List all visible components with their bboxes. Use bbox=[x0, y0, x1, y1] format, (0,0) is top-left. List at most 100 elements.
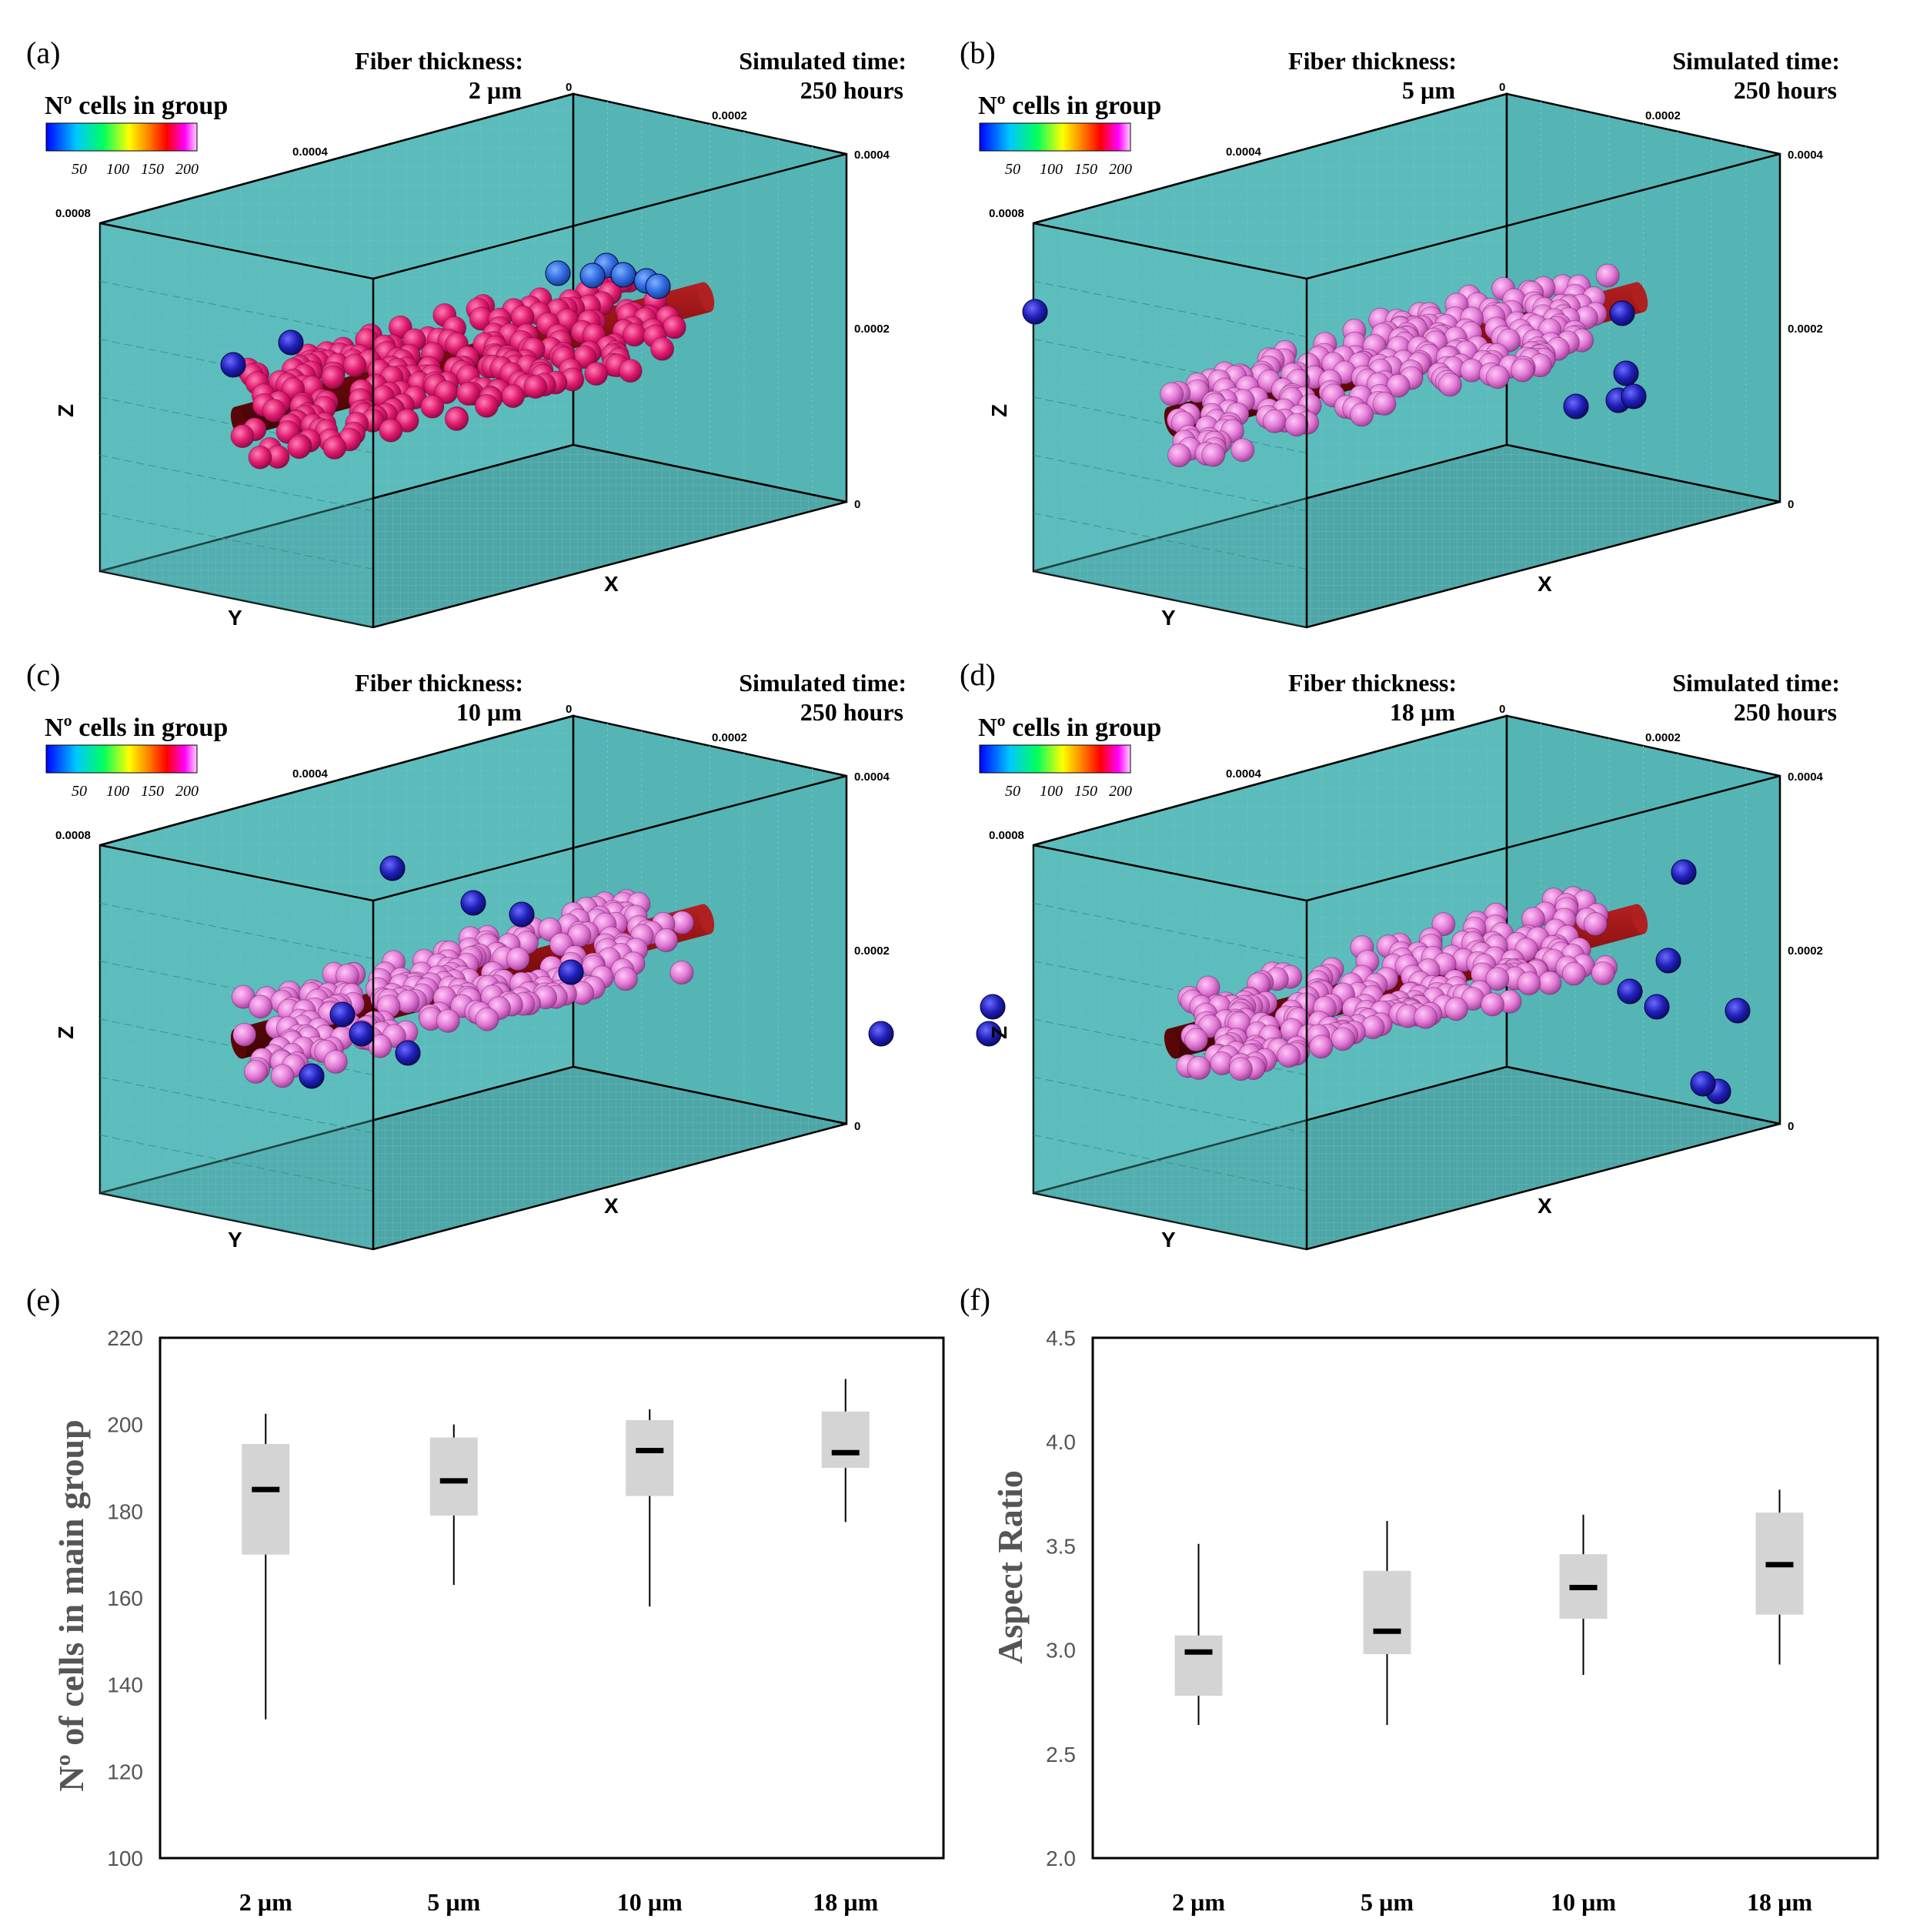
x-axis-label: X bbox=[1538, 1194, 1552, 1218]
box-0 bbox=[242, 1413, 290, 1720]
plot-frame bbox=[1091, 1336, 1879, 1860]
z-axis-label: Z bbox=[987, 1026, 1011, 1039]
cell-cluster bbox=[1160, 263, 1620, 468]
box-2 bbox=[1559, 1514, 1608, 1676]
outlier-cells bbox=[868, 859, 1751, 1105]
y-axis-label: Y bbox=[1161, 606, 1176, 630]
top-tick-label: 0.0004 bbox=[292, 145, 329, 159]
box-floor bbox=[99, 443, 847, 629]
cell-cluster bbox=[1176, 886, 1618, 1081]
legend-tick: 50 bbox=[1005, 161, 1020, 178]
fiber-thickness-value: 5 µm bbox=[1402, 76, 1455, 104]
legend-tick: 100 bbox=[106, 161, 129, 178]
legend-tick: 150 bbox=[141, 161, 164, 178]
y-tick-label: 4.0 bbox=[1046, 1430, 1076, 1454]
legend-tick: 200 bbox=[175, 161, 199, 178]
x-axis-label: X bbox=[1538, 572, 1552, 596]
panel-letter: (a) bbox=[26, 35, 60, 70]
simulated-time-label: Simulated time: bbox=[1672, 669, 1840, 697]
top-tick-label: 0.0008 bbox=[55, 207, 91, 220]
simulated-time-label: Simulated time: bbox=[739, 669, 907, 697]
y-tick-label: 2.0 bbox=[1046, 1847, 1076, 1870]
color-legend: Nº cells in group 50 100 150 200 bbox=[45, 714, 228, 800]
box-iqr bbox=[821, 1411, 870, 1468]
x-tick-label: 18 µm bbox=[1747, 1888, 1812, 1916]
top-tick-label: 0.0008 bbox=[989, 829, 1024, 842]
plot-frame bbox=[159, 1336, 945, 1860]
box-floor bbox=[1033, 1065, 1781, 1251]
legend-title: Nº cells in group bbox=[45, 92, 228, 120]
y-tick-label: 3.5 bbox=[1046, 1534, 1076, 1558]
box-1 bbox=[1363, 1520, 1411, 1725]
top-tick-label: 0.0002 bbox=[712, 109, 747, 122]
right-tick-label: 0.0004 bbox=[854, 149, 890, 162]
y-tick-label: 160 bbox=[107, 1586, 143, 1610]
x-tick-label: 2 µm bbox=[239, 1888, 292, 1916]
top-tick-label: 0.0002 bbox=[1645, 109, 1681, 122]
legend-tick: 100 bbox=[1040, 783, 1063, 800]
right-tick-label: 0.0002 bbox=[1788, 323, 1823, 336]
top-tick-label: 0 bbox=[566, 81, 572, 94]
x-tick-label: 10 µm bbox=[1551, 1888, 1616, 1916]
outlier-cells bbox=[220, 252, 671, 378]
top-tick-label: 0 bbox=[566, 703, 572, 716]
fiber-thickness-label: Fiber thickness: bbox=[355, 47, 523, 75]
top-tick-label: 0.0008 bbox=[55, 829, 91, 842]
y-tick-label: 140 bbox=[107, 1673, 143, 1697]
top-tick-label: 0.0002 bbox=[1645, 731, 1681, 744]
y-tick-label: 3.0 bbox=[1046, 1639, 1076, 1663]
chart-e: (e) 100 120 140 160 180 200 220 2 µm 5 µm 10 µm 18 … bbox=[26, 1282, 945, 1916]
top-tick-label: 0 bbox=[1499, 703, 1505, 716]
legend-tick: 100 bbox=[106, 783, 129, 800]
box-plot-charts: (e) 100 120 140 160 180 200 220 2 µm 5 µm 10 µm 18 … bbox=[26, 1282, 1879, 1916]
box-iqr bbox=[626, 1420, 674, 1496]
box-iqr bbox=[1174, 1635, 1223, 1696]
x-tick-label: 2 µm bbox=[1172, 1888, 1225, 1916]
top-tick-label: 0.0008 bbox=[989, 207, 1024, 220]
box-3 bbox=[1755, 1489, 1804, 1665]
color-legend: Nº cells in group 50 100 150 200 bbox=[45, 92, 228, 178]
panel-letter: (b) bbox=[960, 35, 996, 70]
top-tick-label: 0.0004 bbox=[292, 767, 329, 780]
legend-tick: 200 bbox=[1109, 161, 1132, 178]
outlier-cells bbox=[1022, 299, 1647, 419]
box-floor bbox=[1033, 443, 1781, 629]
legend-tick: 50 bbox=[1005, 783, 1020, 800]
right-tick-label: 0.0004 bbox=[1788, 770, 1824, 784]
box-3 bbox=[821, 1379, 870, 1523]
fiber-thickness-value: 10 µm bbox=[456, 698, 522, 726]
x-tick-label: 10 µm bbox=[617, 1888, 683, 1916]
legend-tick: 150 bbox=[141, 783, 164, 800]
fiber-thickness-label: Fiber thickness: bbox=[355, 669, 523, 697]
y-tick-label: 100 bbox=[107, 1847, 143, 1870]
simulated-time-value: 250 hours bbox=[800, 76, 903, 104]
simulation-panels: 0 0.0002 0.0004 0.0008 0.0004 0.0002 0 Z X Y Nº ce… bbox=[26, 35, 1840, 1252]
box-iqr bbox=[429, 1437, 478, 1516]
legend-title: Nº cells in group bbox=[45, 714, 228, 742]
box-iqr bbox=[1363, 1570, 1411, 1655]
right-tick-label: 0 bbox=[854, 498, 860, 511]
color-legend: Nº cells in group 50 100 150 200 bbox=[978, 92, 1161, 178]
y-axis-label: Y bbox=[228, 1228, 242, 1252]
right-tick-label: 0 bbox=[854, 1120, 860, 1133]
simulated-time-value: 250 hours bbox=[800, 698, 903, 726]
z-axis-label: Z bbox=[54, 1026, 78, 1039]
y-axis-label: Nº of cells in main group bbox=[52, 1419, 91, 1791]
y-tick-label: 220 bbox=[107, 1326, 143, 1350]
box-2 bbox=[626, 1409, 674, 1607]
right-tick-label: 0.0002 bbox=[1788, 944, 1823, 958]
chart-f: (f) 2.0 2.5 3.0 3.5 4.0 4.5 2 µm 5 µm 10 µm 18 µm A… bbox=[960, 1282, 1879, 1916]
top-tick-label: 0.0004 bbox=[1226, 767, 1262, 780]
panel-letter: (e) bbox=[26, 1282, 60, 1317]
x-tick-label: 5 µm bbox=[427, 1888, 480, 1916]
panel-letter: (d) bbox=[960, 657, 996, 692]
legend-title: Nº cells in group bbox=[978, 92, 1161, 120]
box-floor bbox=[99, 1065, 847, 1251]
panel-c: 0 0.0002 0.0004 0.0008 0.0004 0.0002 0 Z X Y Nº ce… bbox=[26, 657, 907, 1252]
simulated-time-label: Simulated time: bbox=[739, 47, 907, 75]
simulated-time-value: 250 hours bbox=[1734, 76, 1837, 104]
z-axis-label: Z bbox=[987, 404, 1011, 417]
panel-letter: (f) bbox=[960, 1282, 990, 1317]
y-tick-label: 2.5 bbox=[1046, 1743, 1076, 1767]
